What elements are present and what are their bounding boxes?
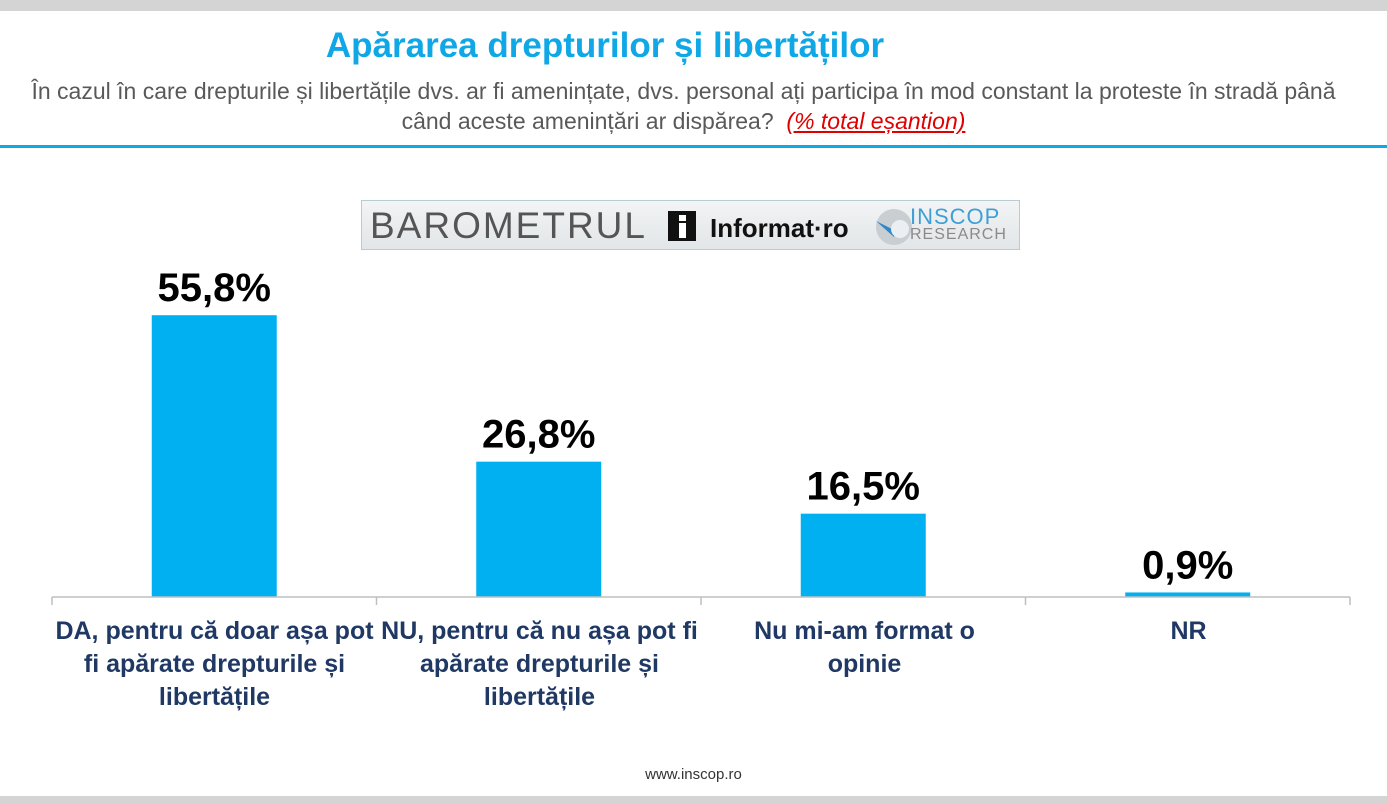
page-title: Apărarea drepturilor și libertăților [325,26,885,65]
bar-3 [1125,592,1251,597]
barometer-logo: BAROMETRUL Informat·ro INSCOP RESEARCH [361,200,1020,250]
bar-2 [800,513,926,597]
logo-barometrul: BAROMETRUL [370,205,647,246]
footer-url: www.inscop.ro [645,766,742,783]
sample-note: (% total eșantion) [786,108,966,134]
logo-inscop: INSCOP [910,204,1001,229]
question-text: În cazul în care drepturile și libertăți… [20,76,1347,136]
logo-informat: Informat·ro [710,213,849,243]
inscop-icon [876,209,912,245]
bottom-band [0,796,1387,804]
header-rule [0,145,1387,148]
category-label-nu: NU, pentru că nu așa pot fi apărate drep… [381,617,698,711]
data-label-1: 26,8% [482,413,595,457]
category-label-no-opinion: Nu mi-am format o opinie [754,617,975,678]
data-label-0: 55,8% [158,266,271,310]
bar-0 [151,315,277,597]
category-label-da: DA, pentru că doar așa pot fi apărate dr… [55,617,374,711]
data-label-3: 0,9% [1142,543,1233,587]
category-label-nr: NR [1170,617,1207,645]
question: În cazul în care drepturile și libertăți… [31,78,1336,134]
top-band [0,0,1387,11]
bar-1 [476,461,602,597]
logo-research: RESEARCH [910,226,1007,243]
informat-icon [668,211,696,241]
data-label-2: 16,5% [807,465,920,509]
